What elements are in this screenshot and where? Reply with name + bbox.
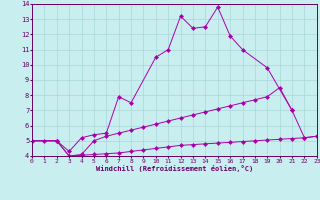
X-axis label: Windchill (Refroidissement éolien,°C): Windchill (Refroidissement éolien,°C) (96, 165, 253, 172)
